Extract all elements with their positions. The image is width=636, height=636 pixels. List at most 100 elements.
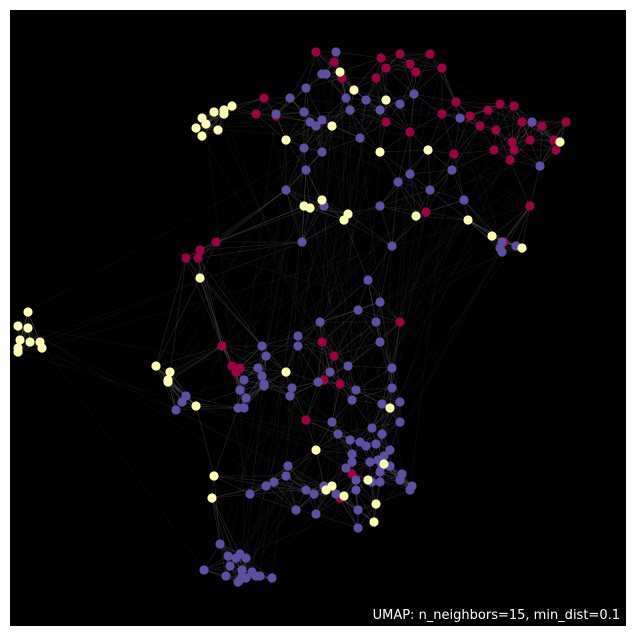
scatter-point: [375, 337, 385, 347]
graph-edge: [199, 277, 263, 347]
scatter-point: [331, 489, 341, 499]
graph-edge: [301, 207, 311, 243]
scatter-point: [347, 449, 357, 459]
graph-edge: [315, 421, 333, 451]
scatter-point: [451, 97, 461, 107]
graph-edge: [355, 389, 401, 403]
scatter-point: [381, 95, 391, 105]
graph-edge: [379, 481, 411, 491]
graph-edge: [265, 355, 333, 423]
scatter-point: [475, 121, 485, 131]
graph-edge: [427, 113, 443, 151]
graph-edge: [499, 103, 513, 143]
graph-edge: [409, 101, 457, 491]
graph-edge: [255, 97, 291, 115]
graph-edge: [219, 543, 227, 577]
graph-edge: [263, 97, 353, 463]
graph-edge: [389, 421, 401, 451]
graph-edge: [467, 219, 505, 243]
graph-edge: [397, 181, 427, 213]
graph-edge: [391, 321, 401, 389]
graph-edge: [243, 169, 453, 381]
graph-edge: [295, 489, 327, 511]
graph-edge: [29, 149, 557, 343]
graph-edge: [427, 149, 431, 191]
graph-edge: [379, 181, 399, 207]
scatter-point: [351, 475, 361, 485]
graph-edge: [289, 381, 319, 397]
graph-edge: [493, 121, 523, 151]
scatter-point: [165, 367, 175, 377]
graph-edge: [367, 279, 381, 343]
graph-edge: [195, 109, 225, 129]
scatter-point: [343, 361, 353, 371]
graph-edge: [167, 379, 197, 407]
graph-edge: [333, 321, 377, 357]
graph-edge: [351, 399, 373, 429]
graph-edge: [237, 115, 277, 409]
scatter-point: [293, 341, 303, 351]
graph-edge: [385, 93, 415, 101]
scatter-point: [283, 461, 293, 471]
scatter-point: [239, 375, 249, 385]
graph-edge: [319, 279, 369, 323]
graph-edge: [265, 485, 297, 511]
graph-edge: [291, 387, 307, 421]
graph-edge: [169, 257, 187, 373]
graph-edge: [297, 335, 331, 373]
graph-edge: [347, 205, 381, 215]
graph-edge: [221, 345, 259, 369]
graph-edge: [19, 339, 177, 411]
graph-edge: [295, 109, 381, 511]
graph-edge: [241, 387, 393, 571]
graph-edge: [351, 399, 383, 405]
graph-edge: [331, 399, 353, 423]
graph-edge: [521, 205, 531, 249]
scatter-point: [351, 385, 361, 395]
graph-edge: [265, 335, 299, 357]
scatter-point: [361, 441, 371, 451]
graph-edge: [541, 125, 557, 151]
graph-edge: [379, 149, 429, 153]
graph-edge: [301, 199, 323, 243]
scatter-point: [535, 161, 545, 171]
scatter-point: [299, 107, 309, 117]
scatter-point: [555, 137, 565, 147]
graph-edge: [371, 421, 401, 429]
graph-edge: [223, 113, 353, 455]
graph-edge: [381, 141, 513, 435]
scatter-point: [191, 401, 201, 411]
scatter-point: [207, 493, 217, 503]
graph-edge: [453, 149, 495, 155]
scatter-point: [411, 67, 421, 77]
graph-edge: [491, 205, 531, 237]
graph-edge: [195, 405, 239, 409]
graph-edge: [285, 449, 317, 477]
graph-edge: [273, 481, 325, 487]
scatter-point: [281, 367, 291, 377]
graph-edge: [371, 427, 391, 451]
graph-edge: [339, 57, 382, 73]
scatter-point: [269, 477, 279, 487]
scatter-point: [393, 177, 403, 187]
graph-edge: [513, 121, 533, 151]
graph-edge: [195, 405, 215, 477]
graph-edge: [261, 51, 317, 377]
graph-edge: [409, 53, 431, 175]
graph-edge: [245, 557, 273, 579]
scatter-point: [309, 489, 319, 499]
graph-edge: [429, 153, 455, 191]
graph-edge: [323, 125, 333, 207]
graph-edge: [531, 121, 557, 151]
graph-edge: [359, 121, 387, 139]
graph-edge: [415, 215, 469, 221]
graph-edge: [335, 51, 382, 59]
graph-edge: [429, 189, 465, 201]
graph-edge: [315, 125, 411, 175]
graph-edge: [323, 205, 377, 445]
graph-edge: [199, 241, 217, 279]
graph-edge: [167, 345, 223, 381]
graph-edge: [347, 365, 393, 369]
graph-edge: [255, 113, 515, 151]
scatter-point: [313, 377, 323, 387]
